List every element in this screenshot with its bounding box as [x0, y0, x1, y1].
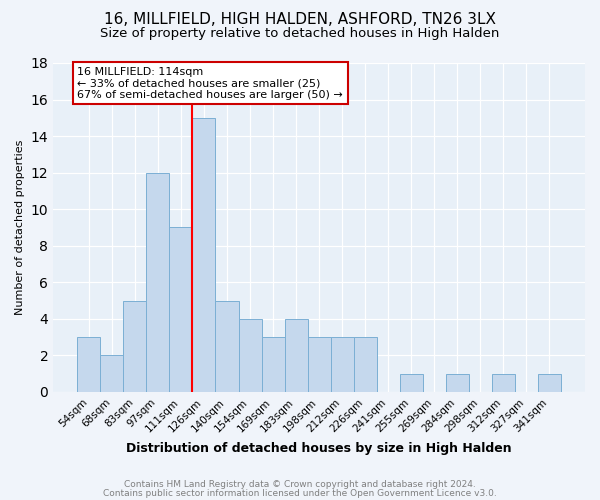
Bar [239, 319, 262, 392]
Bar [193, 118, 215, 392]
Bar [446, 374, 469, 392]
Y-axis label: Number of detached properties: Number of detached properties [15, 140, 25, 315]
Bar [100, 356, 124, 392]
Bar [284, 319, 308, 392]
Bar [538, 374, 561, 392]
Bar [169, 228, 193, 392]
Bar [353, 337, 377, 392]
Bar [308, 337, 331, 392]
Bar [77, 337, 100, 392]
Bar [400, 374, 422, 392]
X-axis label: Distribution of detached houses by size in High Halden: Distribution of detached houses by size … [126, 442, 512, 455]
Bar [331, 337, 353, 392]
Text: Contains public sector information licensed under the Open Government Licence v3: Contains public sector information licen… [103, 488, 497, 498]
Bar [492, 374, 515, 392]
Text: Size of property relative to detached houses in High Halden: Size of property relative to detached ho… [100, 28, 500, 40]
Bar [215, 300, 239, 392]
Bar [124, 300, 146, 392]
Text: 16 MILLFIELD: 114sqm
← 33% of detached houses are smaller (25)
67% of semi-detac: 16 MILLFIELD: 114sqm ← 33% of detached h… [77, 66, 343, 100]
Text: 16, MILLFIELD, HIGH HALDEN, ASHFORD, TN26 3LX: 16, MILLFIELD, HIGH HALDEN, ASHFORD, TN2… [104, 12, 496, 28]
Text: Contains HM Land Registry data © Crown copyright and database right 2024.: Contains HM Land Registry data © Crown c… [124, 480, 476, 489]
Bar [262, 337, 284, 392]
Bar [146, 172, 169, 392]
